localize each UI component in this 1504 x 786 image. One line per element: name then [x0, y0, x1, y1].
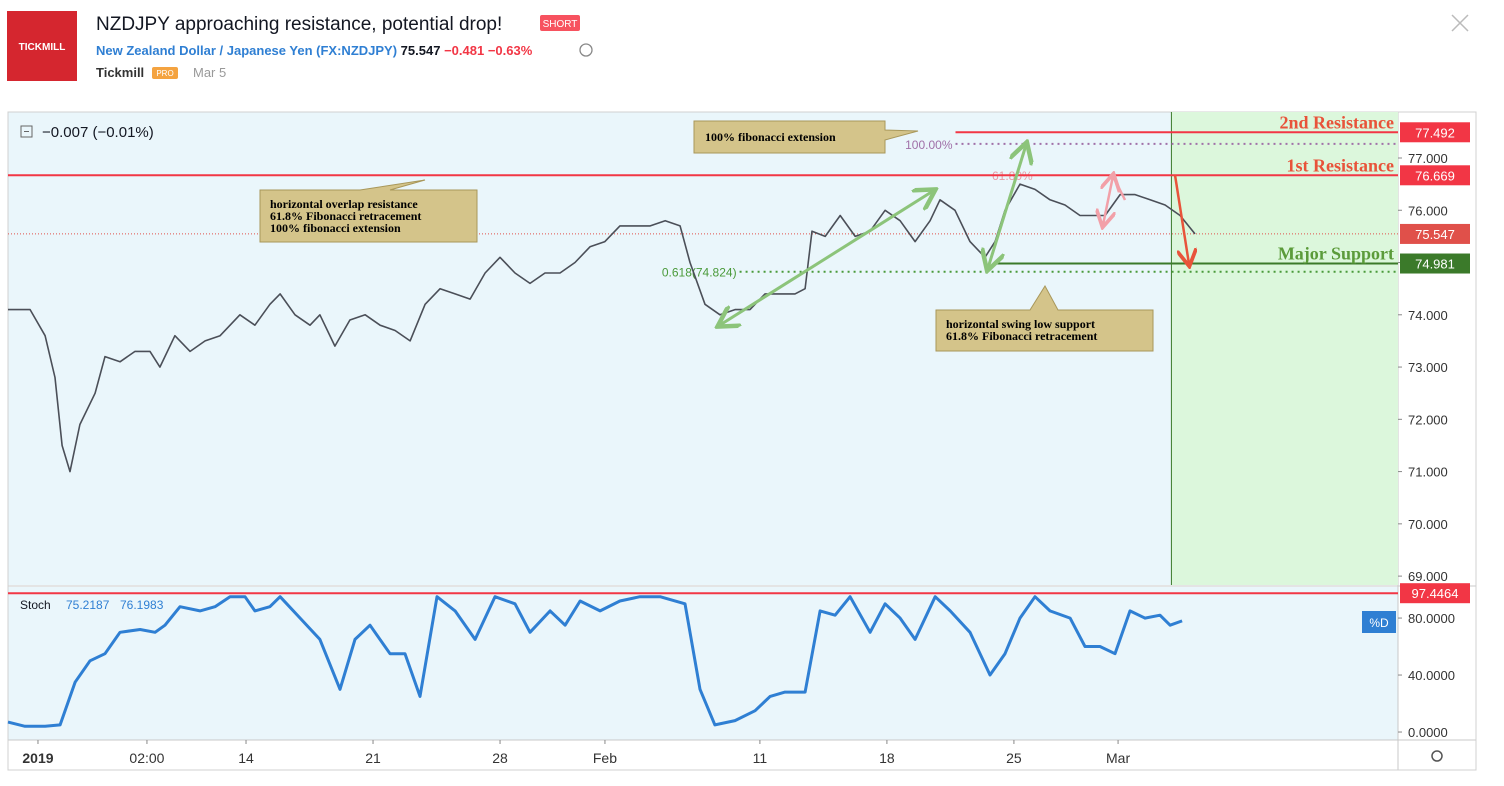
settings-button[interactable]: [1431, 750, 1443, 762]
price-axis-label: 76.669: [1415, 168, 1455, 183]
callout: [693, 120, 919, 154]
callout-text: 100% fibonacci extension: [705, 130, 836, 144]
fib-arrow: [720, 191, 933, 325]
target-arrow: [1173, 174, 1189, 264]
change: −0.481: [444, 43, 484, 58]
symbol-name: New Zealand Dollar / Japanese Yen: [96, 43, 313, 58]
y-tick-label: 80.0000: [1408, 611, 1455, 626]
level-name: Major Support: [1278, 244, 1394, 264]
price-axis-label: 74.981: [1415, 257, 1455, 272]
level-name: 1st Resistance: [1287, 155, 1394, 175]
callout-text: 61.8% Fibonacci retracement: [270, 209, 421, 223]
series-badge: [1362, 611, 1396, 633]
pro-badge: [152, 67, 178, 79]
close-button[interactable]: [1451, 14, 1469, 32]
stoch-value: 76.1983: [120, 598, 164, 612]
fib-label: 100.00%: [905, 138, 953, 152]
x-tick-label: 11: [753, 750, 768, 766]
price-axis-label: 97.4464: [1412, 586, 1459, 601]
y-tick-label: 72.000: [1408, 412, 1448, 427]
alert-icon[interactable]: [579, 43, 593, 57]
short-badge: [540, 15, 580, 31]
stoch-pane: [8, 587, 1398, 740]
price-axis-box: [1400, 122, 1470, 143]
y-tick-label: 77.000: [1408, 151, 1448, 166]
price-axis-box: [1400, 223, 1470, 244]
price-pane: [8, 112, 1398, 585]
callout-text: 100% fibonacci extension: [270, 221, 401, 235]
idea-title: NZDJPY approaching resistance, potential…: [96, 14, 502, 35]
x-tick-label: 25: [1006, 750, 1022, 766]
pro-badge-text: PRO: [156, 69, 173, 78]
series-line: [7, 595, 1183, 728]
price-axis-box: [1400, 165, 1470, 186]
stoch-name: Stoch: [20, 598, 51, 612]
callout: [935, 285, 1154, 352]
date: Mar 5: [193, 65, 226, 80]
price-axis-box: [1400, 583, 1470, 604]
x-tick-label: 18: [879, 750, 895, 766]
chart-frame: [7, 111, 1477, 771]
legend-change: −0.007 (−0.01%): [42, 124, 154, 141]
price: 75.547: [401, 43, 441, 58]
y-tick-label: 71.000: [1408, 465, 1448, 480]
y-tick-label: 74.000: [1408, 308, 1448, 323]
plot: 69.00070.00071.00072.00073.00074.00075.0…: [7, 112, 1470, 766]
x-tick-label: 28: [492, 750, 508, 766]
x-tick-label: Mar: [1106, 750, 1130, 766]
y-tick-label: 73.000: [1408, 360, 1448, 375]
price-axis-box: [1400, 253, 1470, 274]
series-badge-text: %D: [1369, 616, 1389, 630]
logo-text: TICKMILL: [19, 42, 66, 53]
fib-arrow: [988, 145, 1026, 268]
fib-label: 0.618(74.824): [662, 266, 737, 280]
x-tick-label: 14: [238, 750, 254, 766]
price-axis-label: 75.547: [1415, 227, 1455, 242]
highlight-zone: [1171, 112, 1398, 585]
x-tick-label: 02:00: [129, 750, 164, 766]
short-badge-text: SHORT: [543, 19, 578, 30]
x-tick-label: Feb: [593, 750, 617, 766]
callouts: 100% fibonacci extension horizontal over…: [259, 120, 1154, 352]
y-tick-label: 76.000: [1408, 203, 1448, 218]
x-tick-label: 21: [365, 750, 381, 766]
level-name: 2nd Resistance: [1279, 112, 1394, 132]
change-pct: −0.63%: [488, 43, 533, 58]
collapse-button[interactable]: [20, 125, 33, 138]
callout-text: horizontal swing low support: [946, 317, 1095, 331]
callout-text: horizontal overlap resistance: [270, 197, 418, 211]
callout: [259, 179, 478, 243]
fib-arrow: [1103, 176, 1113, 225]
callout-text: 61.8% Fibonacci retracement: [946, 329, 1097, 343]
y-tick-label: 70.000: [1408, 517, 1448, 532]
y-tick-label: 0.0000: [1408, 725, 1448, 740]
stoch-value: 75.2187: [66, 598, 110, 612]
fib-arrow: [1111, 175, 1127, 201]
drawings: [720, 145, 1189, 325]
author[interactable]: Tickmill: [96, 65, 144, 80]
symbol: (FX:NZDJPY): [316, 43, 397, 58]
price-axis-label: 77.492: [1415, 125, 1455, 140]
y-tick-label: 69.000: [1408, 569, 1448, 584]
y-tick-label: 40.0000: [1408, 668, 1455, 683]
symbol-line: New Zealand Dollar / Japanese Yen (FX:NZ…: [96, 43, 533, 58]
x-tick-label: 2019: [22, 750, 53, 766]
logo: [7, 11, 77, 81]
